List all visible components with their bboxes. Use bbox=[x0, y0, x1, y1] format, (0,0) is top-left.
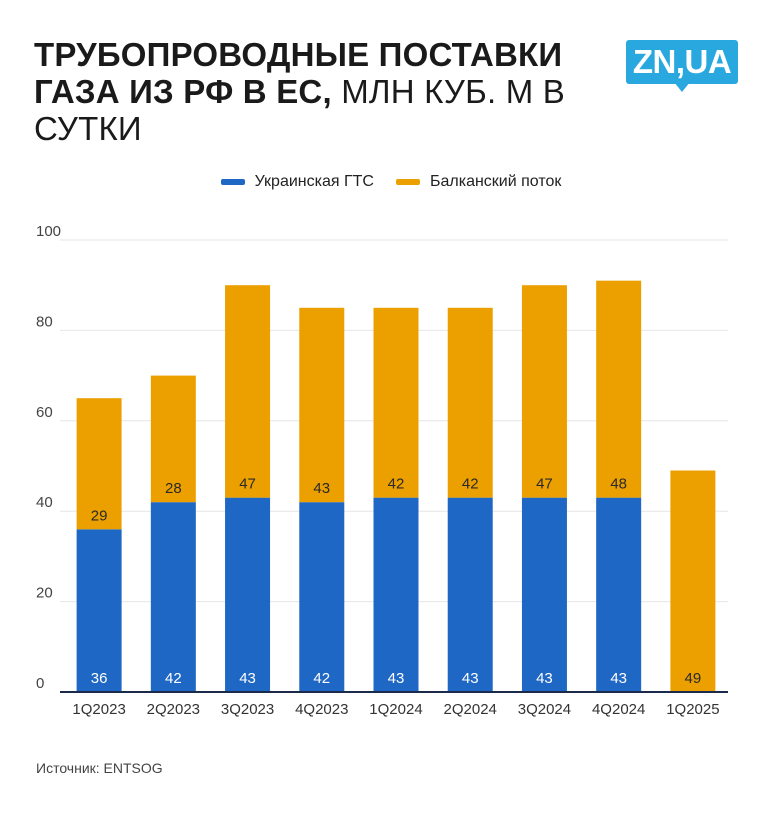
bar-balkan-stream bbox=[76, 398, 122, 530]
x-tick-label: 2Q2024 bbox=[444, 701, 497, 718]
bar-ukraine-gts bbox=[521, 497, 567, 692]
data-label-ukraine-gts: 43 bbox=[462, 670, 479, 687]
bar-balkan-stream bbox=[150, 375, 196, 503]
x-tick-label: 3Q2023 bbox=[221, 701, 274, 718]
chart-title: ТРУБОПРОВОДНЫЕ ПОСТАВКИ ГАЗА ИЗ РФ В ЕС,… bbox=[34, 36, 634, 147]
source-note: Источник: ENTSOG bbox=[36, 760, 163, 776]
y-tick-label: 80 bbox=[36, 313, 53, 330]
data-label-balkan-stream: 47 bbox=[536, 476, 553, 493]
chart-title-light: МЛН КУБ. М В СУТКИ bbox=[34, 73, 565, 147]
zn-ua-logo[interactable]: ZN,UA bbox=[626, 40, 738, 92]
legend-label-balkan: Балканский поток bbox=[429, 173, 562, 190]
x-tick-label: 1Q2023 bbox=[72, 701, 125, 718]
bar-ukraine-gts bbox=[447, 497, 493, 692]
data-label-ukraine-gts: 43 bbox=[610, 670, 627, 687]
x-tick-label: 3Q2024 bbox=[518, 701, 571, 718]
logo-speech-tail bbox=[674, 82, 690, 92]
bar-balkan-stream bbox=[670, 470, 716, 692]
x-tick-label: 1Q2025 bbox=[666, 701, 719, 718]
bar-ukraine-gts bbox=[76, 529, 122, 692]
x-tick-label: 4Q2023 bbox=[295, 701, 348, 718]
y-tick-label: 20 bbox=[36, 585, 53, 602]
y-tick-label: 60 bbox=[36, 404, 53, 421]
data-label-balkan-stream: 48 bbox=[610, 476, 627, 493]
bar-balkan-stream bbox=[299, 307, 345, 503]
legend-swatch-balkan bbox=[395, 179, 420, 185]
legend-item-balkan: Балканский поток bbox=[395, 173, 562, 191]
bar-balkan-stream bbox=[447, 307, 493, 498]
logo-text: ZN,UA bbox=[626, 40, 738, 84]
data-label-balkan-stream: 47 bbox=[239, 476, 256, 493]
bar-balkan-stream bbox=[225, 285, 271, 498]
y-tick-label: 100 bbox=[36, 223, 61, 240]
data-label-ukraine-gts: 43 bbox=[239, 670, 256, 687]
data-label-balkan-stream: 49 bbox=[685, 670, 702, 687]
bar-ukraine-gts bbox=[373, 497, 419, 692]
data-label-balkan-stream: 43 bbox=[313, 480, 330, 497]
y-tick-label: 40 bbox=[36, 494, 53, 511]
bar-ukraine-gts bbox=[596, 497, 642, 692]
legend-swatch-ukraine bbox=[220, 179, 245, 185]
legend-label-ukraine: Украинская ГТС bbox=[254, 173, 374, 190]
bar-ukraine-gts bbox=[225, 497, 271, 692]
stacked-bar-chart: 0 20 40 60 80 100 36 29 1Q2023 42 28 2Q2023 43 47 3Q20… bbox=[36, 223, 728, 718]
data-label-ukraine-gts: 43 bbox=[536, 670, 553, 687]
data-label-ukraine-gts: 43 bbox=[388, 670, 405, 687]
y-tick-label: 0 bbox=[36, 675, 44, 692]
chart-title-bold: ТРУБОПРОВОДНЫЕ ПОСТАВКИ ГАЗА ИЗ РФ В ЕС, bbox=[34, 36, 563, 110]
legend-item-ukraine: Украинская ГТС bbox=[220, 173, 374, 191]
x-tick-label: 2Q2023 bbox=[147, 701, 200, 718]
x-tick-label: 4Q2024 bbox=[592, 701, 645, 718]
bar-balkan-stream bbox=[521, 285, 567, 498]
bar-ukraine-gts bbox=[150, 502, 196, 692]
data-label-balkan-stream: 29 bbox=[91, 507, 108, 524]
data-label-ukraine-gts: 42 bbox=[313, 670, 330, 687]
bar-balkan-stream bbox=[373, 307, 419, 498]
data-label-ukraine-gts: 36 bbox=[91, 670, 108, 687]
data-label-balkan-stream: 42 bbox=[462, 476, 479, 493]
data-label-balkan-stream: 28 bbox=[165, 480, 182, 497]
data-label-balkan-stream: 42 bbox=[388, 476, 405, 493]
chart-legend: Украинская ГТС Балканский поток bbox=[0, 173, 782, 191]
data-label-ukraine-gts: 42 bbox=[165, 670, 182, 687]
bar-balkan-stream bbox=[596, 280, 642, 498]
bar-ukraine-gts bbox=[299, 502, 345, 692]
x-tick-label: 1Q2024 bbox=[369, 701, 422, 718]
